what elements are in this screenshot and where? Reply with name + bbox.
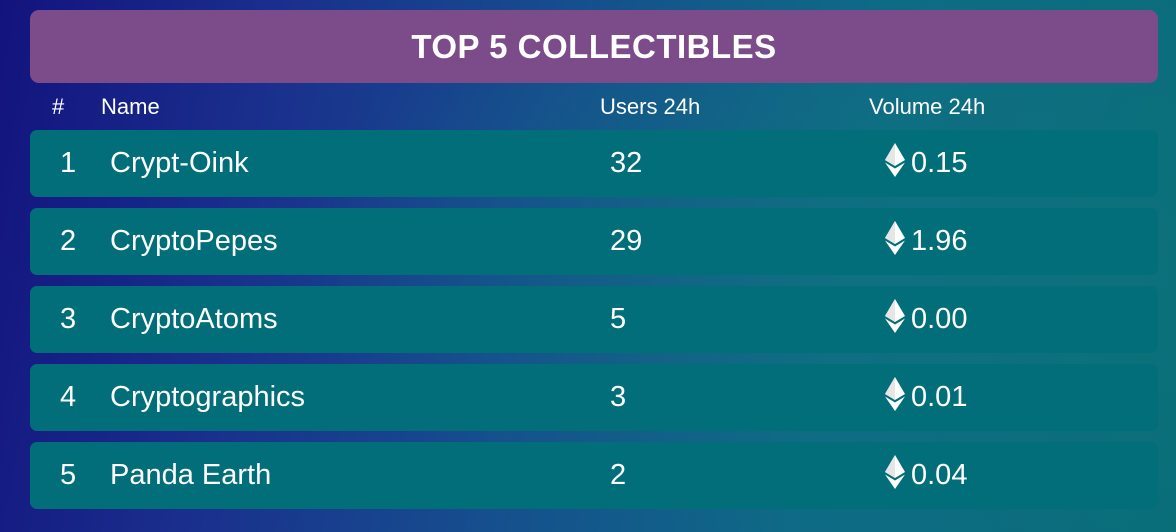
users-cell: 2 — [610, 459, 627, 491]
name-cell: Cryptographics — [110, 381, 306, 413]
table-row[interactable]: 2 CryptoPepes 29 1.96 — [30, 208, 1158, 275]
column-header-rank: # — [52, 94, 65, 119]
ethereum-icon — [885, 298, 905, 333]
column-header-volume: Volume 24h — [869, 94, 986, 119]
rank-cell: 4 — [60, 381, 77, 413]
users-cell: 32 — [610, 147, 643, 179]
name-cell: Crypt-Oink — [110, 147, 249, 179]
name-cell: CryptoAtoms — [110, 303, 278, 335]
rank-cell: 5 — [60, 459, 77, 491]
table-row[interactable]: 5 Panda Earth 2 0.04 — [30, 442, 1158, 509]
volume-value: 0.00 — [911, 303, 968, 335]
users-cell: 29 — [610, 225, 643, 257]
volume-cell: 0.00 — [885, 286, 967, 353]
table-row[interactable]: 3 CryptoAtoms 5 0.00 — [30, 286, 1158, 353]
ethereum-icon — [885, 220, 905, 255]
rank-cell: 2 — [60, 225, 77, 257]
users-cell: 3 — [610, 381, 627, 413]
volume-value: 0.04 — [911, 459, 968, 491]
page-title: TOP 5 COLLECTIBLES — [411, 27, 777, 65]
volume-value: 0.15 — [911, 147, 968, 179]
ethereum-icon — [885, 376, 905, 411]
users-cell: 5 — [610, 303, 627, 335]
volume-cell: 0.01 — [885, 364, 967, 431]
volume-value: 1.96 — [911, 225, 968, 257]
name-cell: Panda Earth — [110, 459, 272, 491]
volume-cell: 1.96 — [885, 208, 967, 275]
volume-cell: 0.15 — [885, 130, 967, 197]
volume-cell: 0.04 — [885, 442, 967, 509]
table-row[interactable]: 1 Crypt-Oink 32 0.15 — [30, 130, 1158, 197]
collectibles-table: 1 Crypt-Oink 32 0.15 2 CryptoPepes 29 1.… — [30, 130, 1158, 520]
volume-value: 0.01 — [911, 381, 968, 413]
table-row[interactable]: 4 Cryptographics 3 0.01 — [30, 364, 1158, 431]
ethereum-icon — [885, 142, 905, 177]
name-cell: CryptoPepes — [110, 225, 278, 257]
column-header-users: Users 24h — [600, 94, 701, 119]
rank-cell: 1 — [60, 147, 77, 179]
ethereum-icon — [885, 454, 905, 489]
column-header-name: Name — [101, 94, 160, 119]
title-banner: TOP 5 COLLECTIBLES — [30, 10, 1158, 83]
rank-cell: 3 — [60, 303, 77, 335]
